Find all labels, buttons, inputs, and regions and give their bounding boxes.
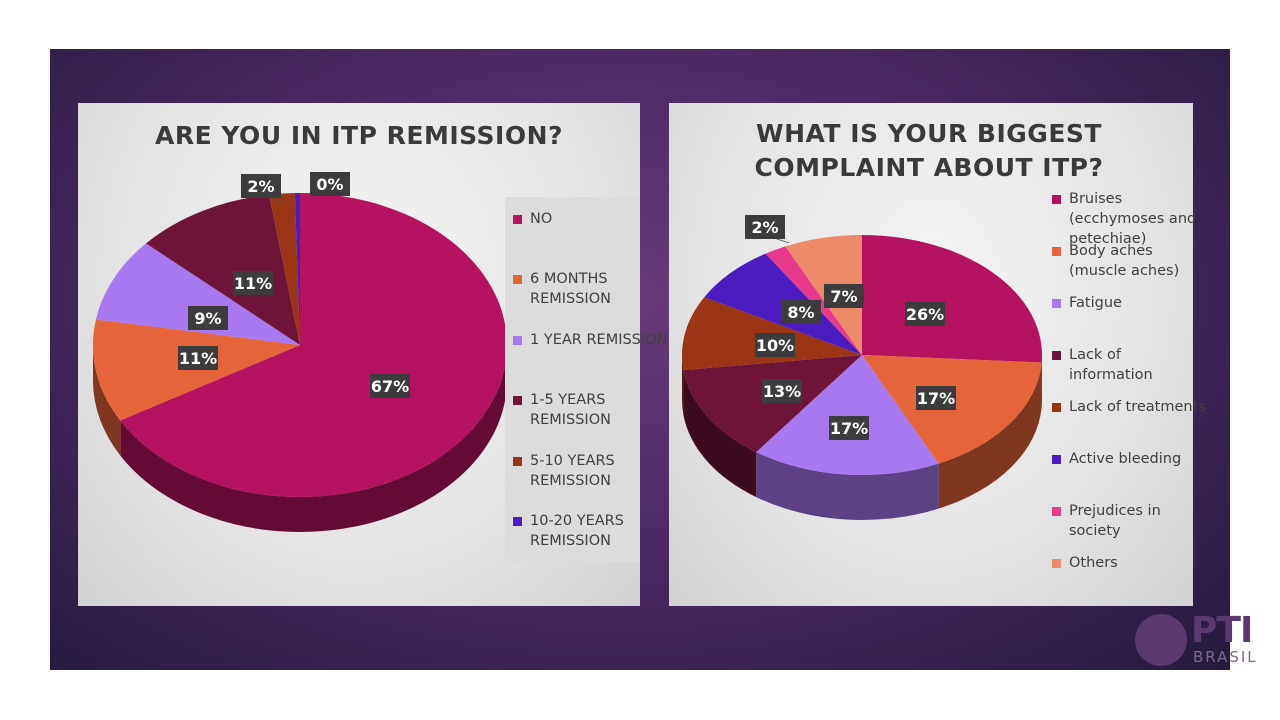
legend-swatch [1052, 351, 1061, 360]
legend-swatch [1052, 507, 1061, 516]
pie-chart-complaints: 26% 17% 17% 13% 10% 8% 2% 7% [682, 215, 1042, 520]
pie-slice-0-4 [269, 193, 300, 345]
legend-swatch [513, 396, 522, 405]
pie-side-1-2 [756, 452, 939, 520]
svg-text:11%: 11% [179, 349, 217, 368]
legend-complaints: Bruises (ecchymoses and petechiae) Body a… [1044, 189, 1206, 579]
legend-label: Active bleeding [1069, 451, 1182, 467]
svg-text:9%: 9% [194, 309, 221, 328]
data-label-1-6: 2% [745, 215, 790, 244]
svg-text:2%: 2% [751, 218, 778, 237]
legend-remission: NO 6 MONTHS REMISSION 1 YEAR REMISSION 1-5 … [505, 197, 667, 562]
pie-side-1-1 [938, 362, 1042, 509]
pie-slice-0-2 [95, 243, 300, 345]
legend-label: 5-10 YEARS REMISSION [530, 453, 615, 489]
svg-text:13%: 13% [763, 382, 801, 401]
legend-label: Body aches (muscle aches) [1069, 243, 1180, 279]
pti-brasil-logo: PTI BRASIL [1135, 610, 1265, 670]
svg-text:17%: 17% [917, 389, 955, 408]
legend-swatch [513, 457, 522, 466]
drop-icon [1135, 614, 1187, 666]
svg-text:10%: 10% [756, 336, 794, 355]
legend-label: 1 YEAR REMISSION [530, 332, 668, 348]
legend-swatch [1052, 299, 1061, 308]
legend-label: Bruises (ecchymoses and petechiae) [1069, 191, 1197, 247]
data-label-0-1: 11% [178, 346, 218, 370]
legend-label: Fatigue [1069, 295, 1122, 311]
legend-swatch [1052, 403, 1061, 412]
legend-label: Prejudices in society [1069, 503, 1161, 539]
pie-slice-0-5 [294, 193, 300, 345]
data-label-0-0: 67% [370, 374, 410, 398]
data-label-1-0: 26% [905, 302, 945, 326]
legend-label: Lack of treatments [1069, 399, 1206, 415]
legend-label: 10-20 YEARS REMISSION [530, 513, 624, 549]
legend-label: Others [1069, 555, 1118, 571]
data-label-0-5: 0% [310, 172, 350, 196]
data-label-1-5: 8% [781, 300, 821, 324]
chart-title-complaints: WHAT IS YOUR BIGGEST COMPLAINT ABOUT ITP… [754, 119, 1104, 182]
pie-side-0-1 [93, 345, 121, 456]
legend-swatch [1052, 247, 1061, 256]
legend-label: 6 MONTHS REMISSION [530, 271, 611, 307]
legend-swatch [1052, 195, 1061, 204]
legend-label: NO [530, 211, 553, 227]
svg-text:26%: 26% [906, 305, 944, 324]
svg-text:17%: 17% [830, 419, 868, 438]
legend-swatch [513, 215, 522, 224]
pie-chart-remission: 67% 11% 9% 11% 2% 0% [92, 172, 508, 532]
pie-side-1-4 [682, 355, 684, 416]
pie-slice-1-2 [756, 355, 939, 475]
chart-panel-remission: ARE YOU IN ITP REMISSION? 67% 11% 9% 11% 2% 0… [78, 103, 667, 606]
legend-swatch [513, 517, 522, 526]
chart-title-remission: ARE YOU IN ITP REMISSION? [154, 121, 564, 150]
data-label-1-2: 17% [829, 416, 869, 440]
pie-slice-0-3 [146, 194, 300, 345]
pie-slice-1-3 [683, 355, 862, 453]
svg-text:8%: 8% [787, 303, 814, 322]
svg-text:0%: 0% [316, 175, 343, 194]
data-label-1-7: 7% [824, 284, 864, 308]
legend-label: 1-5 YEARS REMISSION [530, 392, 611, 428]
data-label-0-4: 2% [241, 174, 284, 204]
data-label-1-4: 10% [755, 333, 795, 357]
svg-text:67%: 67% [371, 377, 409, 396]
pie-side-0-0 [120, 345, 507, 532]
legend-swatch [1052, 559, 1061, 568]
legend-swatch [513, 275, 522, 284]
slide-background: ARE YOU IN ITP REMISSION? 67% 11% 9% 11% 2% 0… [50, 49, 1256, 670]
data-label-0-2: 9% [188, 306, 228, 330]
legend-swatch [513, 336, 522, 345]
pie-side-1-3 [683, 370, 757, 498]
legend-label: Lack of information [1069, 347, 1153, 383]
svg-text:11%: 11% [234, 274, 272, 293]
data-label-1-3: 13% [762, 379, 802, 403]
legend-swatch [1052, 455, 1061, 464]
chart-panel-complaints: WHAT IS YOUR BIGGEST COMPLAINT ABOUT ITP… [669, 103, 1206, 606]
data-label-1-1: 17% [916, 386, 956, 410]
pie-slice-1-7 [785, 235, 862, 355]
svg-text:7%: 7% [830, 287, 857, 306]
pie-slice-1-0 [862, 235, 1042, 363]
pie-slice-0-0 [120, 193, 508, 497]
data-label-0-3: 11% [233, 271, 273, 295]
svg-text:2%: 2% [247, 177, 274, 196]
